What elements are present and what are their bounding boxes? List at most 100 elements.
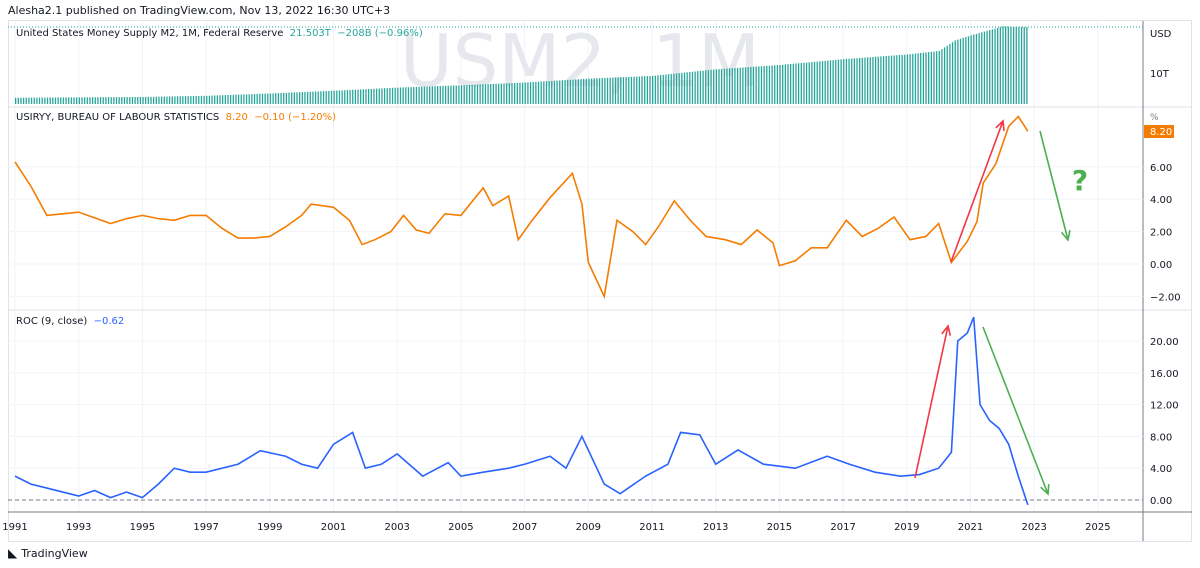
cpi-line	[14, 115, 1029, 300]
x-tick-label: 2009	[576, 522, 601, 533]
m2-bar	[513, 82, 516, 104]
m2-bar	[813, 61, 816, 104]
m2-bar	[336, 90, 338, 104]
m2-bar	[699, 70, 702, 104]
m2-bar	[52, 97, 54, 104]
m2-bar	[423, 86, 426, 104]
m2-title: United States Money Supply M2, 1M, Feder…	[16, 28, 284, 39]
m2-bar	[590, 78, 593, 104]
m2-bar	[57, 97, 59, 104]
m2-bar	[208, 95, 211, 104]
m2-bar	[256, 93, 258, 104]
m2-bar	[383, 88, 386, 104]
m2-bar	[593, 78, 595, 104]
m2-bar	[734, 68, 736, 104]
m2-bar	[705, 70, 707, 104]
m2-bar	[38, 97, 41, 104]
x-tick-label: 1993	[66, 522, 91, 533]
cpi-y-tick-label: 4.00	[1150, 195, 1172, 206]
m2-bar	[65, 97, 67, 104]
m2-bar	[713, 69, 715, 104]
m2-bar	[556, 80, 558, 104]
m2-bar	[675, 73, 678, 104]
m2-bar	[747, 67, 749, 104]
cpi-y-tick-label: −2.00	[1150, 292, 1181, 303]
m2-bar	[723, 68, 725, 104]
m2-bar	[206, 95, 208, 104]
x-tick-label: 2015	[767, 522, 792, 533]
m2-bar	[94, 97, 96, 104]
m2-bar	[622, 77, 625, 104]
m2-bar	[344, 90, 346, 104]
cpi-y-tick-label: 2.00	[1150, 228, 1172, 239]
cpi-value: 8.20	[225, 112, 248, 123]
m2-bar	[561, 80, 564, 104]
m2-bar	[378, 88, 380, 104]
m2-bar	[890, 55, 893, 104]
m2-bar	[187, 96, 189, 104]
m2-bar	[447, 85, 449, 104]
m2-bar	[203, 95, 205, 104]
m2-bar	[819, 61, 821, 104]
m2-bar	[861, 57, 863, 104]
m2-bar	[646, 76, 648, 104]
m2-bar	[269, 93, 272, 104]
m2-bar	[835, 59, 837, 104]
roc-y-tick-label: 16.00	[1150, 369, 1179, 380]
m2-bar	[986, 30, 988, 105]
x-tick-label: 2019	[894, 522, 919, 533]
m2-bar	[349, 89, 351, 104]
roc-legend: ROC (9, close) −0.62	[16, 316, 124, 327]
m2-bar	[150, 96, 152, 104]
m2-bar	[771, 65, 773, 104]
m2-bar	[248, 94, 250, 104]
m2-bar	[407, 87, 410, 104]
x-tick-label: 2025	[1085, 522, 1110, 533]
m2-bar	[54, 97, 57, 104]
m2-bar	[415, 86, 418, 104]
m2-bar	[134, 97, 136, 104]
cpi-last-value-label: 8.20	[1150, 127, 1172, 138]
cpi-y-tick-label: 0.00	[1150, 260, 1172, 271]
m2-bar	[36, 97, 38, 104]
m2-bar	[227, 95, 229, 104]
chart-frame	[8, 20, 1192, 542]
m2-bar	[718, 69, 720, 104]
m2-bar	[30, 97, 33, 104]
m2-bar	[652, 75, 654, 104]
m2-bar	[943, 47, 946, 104]
cpi-down-arrow-head	[1060, 230, 1071, 242]
m2-bar	[495, 83, 497, 104]
m2-bar	[15, 97, 17, 104]
m2-bar	[357, 89, 359, 104]
m2-bar	[975, 33, 978, 104]
m2-bar	[816, 61, 818, 104]
m2-bar	[237, 94, 240, 104]
m2-bar	[797, 63, 800, 104]
m2-bar	[917, 53, 919, 104]
m2-bar	[933, 51, 935, 104]
cpi-y-tick-label: 6.00	[1150, 163, 1172, 174]
m2-bar	[662, 74, 664, 104]
m2-bar	[320, 91, 322, 104]
m2-bar	[394, 87, 396, 104]
m2-bar	[750, 66, 752, 104]
m2-bar	[641, 76, 643, 104]
footer-brand: TradingView	[21, 546, 88, 560]
m2-bar	[710, 69, 712, 104]
m2-bar	[938, 50, 940, 104]
m2-bar	[739, 67, 741, 104]
m2-bar	[882, 56, 885, 104]
m2-bar	[293, 92, 295, 104]
m2-bar	[851, 58, 853, 104]
m2-bar	[545, 81, 548, 104]
tradingview-logo-icon: ◣	[8, 546, 18, 560]
m2-bar	[941, 49, 943, 104]
m2-bar	[848, 58, 850, 104]
m2-bar	[681, 72, 683, 104]
m2-bar	[129, 97, 131, 104]
x-tick-label: 2001	[321, 522, 346, 533]
m2-bar	[195, 95, 197, 104]
m2-bar	[686, 72, 688, 104]
